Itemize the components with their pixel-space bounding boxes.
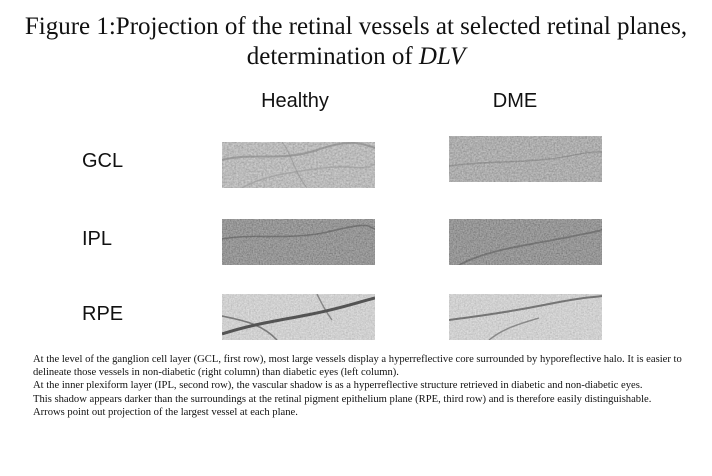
column-header-healthy: Healthy	[261, 90, 329, 112]
figure-caption: At the level of the ganglion cell layer …	[33, 353, 705, 419]
image-ipl-healthy	[222, 219, 375, 265]
caption-paragraph-arrows: Arrows point out projection of the large…	[33, 406, 298, 418]
row-label-ipl: IPL	[82, 228, 113, 250]
caption-paragraph-gcl: At the level of the ganglion cell layer …	[33, 354, 682, 379]
figure-title-line-1: Figure 1:Projection of the retinal vesse…	[24, 13, 688, 40]
image-ipl-dme	[449, 219, 602, 265]
figure-title-line-2-text: determination of	[246, 43, 419, 70]
row-label-rpe: RPE	[82, 303, 124, 325]
figure-title-line-2: determination of DLV	[0, 42, 712, 72]
image-rpe-dme	[449, 294, 602, 340]
caption-paragraph-ipl: At the inner plexiform layer (IPL, secon…	[33, 380, 643, 392]
column-header-dme: DME	[492, 90, 538, 112]
image-rpe-healthy	[222, 294, 375, 340]
figure-title-dlv: DLV	[418, 43, 466, 70]
image-gcl-healthy	[222, 142, 375, 188]
image-gcl-dme	[449, 136, 602, 182]
row-label-gcl: GCL	[82, 150, 124, 172]
figure-title: Figure 1:Projection of the retinal vesse…	[0, 12, 712, 72]
caption-paragraph-rpe: This shadow appears darker than the surr…	[33, 393, 652, 405]
